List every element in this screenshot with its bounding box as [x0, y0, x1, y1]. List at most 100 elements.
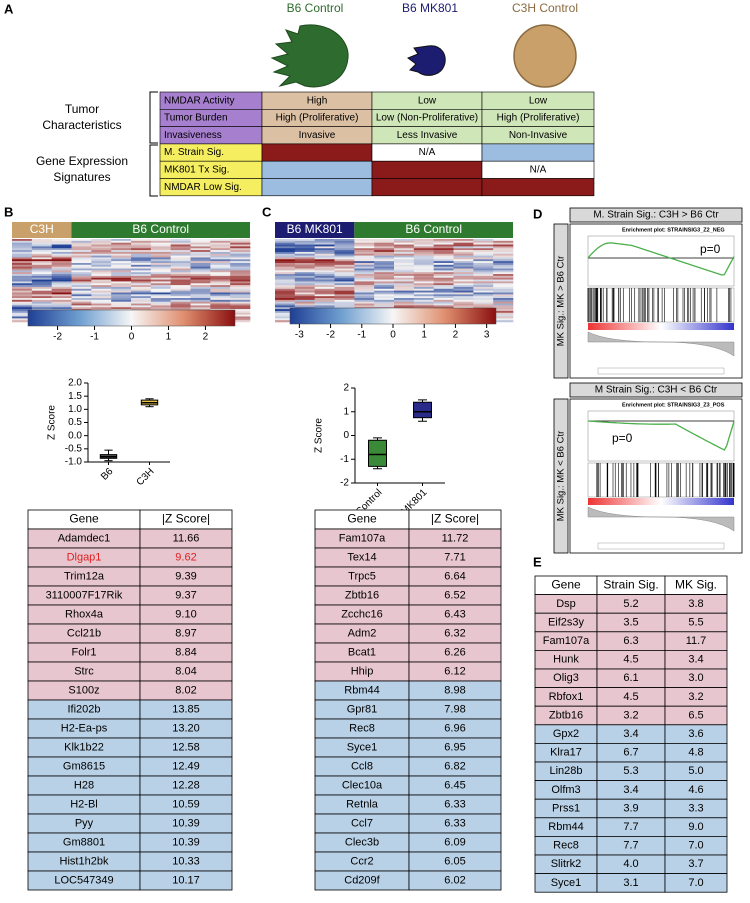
heatmap-cell — [493, 307, 514, 310]
heatmap-cell — [170, 251, 191, 255]
heatmap-cell — [71, 294, 92, 297]
heatmap-cell — [354, 250, 375, 253]
heatmap-cell — [294, 246, 315, 249]
heatmap-cell — [210, 286, 231, 290]
heatmap-cell — [294, 259, 315, 262]
heatmap-cell — [334, 262, 355, 266]
heatmap-cell — [275, 299, 296, 303]
heatmap-cell — [31, 264, 52, 267]
heatmap-cell — [354, 253, 375, 256]
colorbar-tick-label: -1 — [90, 332, 99, 343]
cell-text: 6.64 — [444, 570, 465, 582]
cell — [481, 143, 595, 162]
heatmap-cell — [131, 294, 152, 297]
heatmap-cell — [71, 250, 92, 253]
heatmap-cell — [12, 296, 33, 299]
cell-text: Fam107a — [543, 635, 590, 647]
cell-text: Gm8801 — [63, 836, 105, 848]
enrichment-curve — [587, 242, 735, 276]
heatmap-cell — [150, 253, 171, 256]
heatmap-cell — [413, 257, 434, 260]
heatmap-cell — [150, 251, 171, 255]
heatmap-cell — [131, 261, 152, 264]
group-bar — [354, 222, 513, 238]
heatmap-cell — [294, 253, 315, 256]
colorbar-tick-label: -3 — [295, 330, 304, 341]
heatmap-cell — [150, 239, 171, 242]
heatmap-cell — [294, 275, 315, 279]
panel-label: C — [262, 204, 272, 219]
heatmap-cell — [31, 288, 52, 291]
heatmap-cell — [374, 274, 395, 277]
heatmap-cell — [230, 239, 251, 242]
heatmap-cell — [374, 266, 395, 269]
heatmap-cell — [413, 242, 434, 245]
gsea-side-label: MK Sig.: MK > B6 Ctr — [556, 256, 567, 347]
cell-text: 3.2 — [623, 709, 638, 721]
cell-text: 11.66 — [173, 532, 200, 544]
heatmap-cell — [12, 275, 33, 279]
heatmap-cell — [190, 250, 211, 253]
heatmap-cell — [150, 266, 171, 269]
cell-text: Ifi202b — [67, 703, 100, 715]
heatmap-cell — [354, 294, 375, 297]
heatmap-cell — [314, 240, 335, 243]
heatmap-cell — [314, 290, 335, 293]
group-label: Tumor Characteristics — [42, 102, 121, 132]
heatmap-cell — [170, 303, 191, 306]
cell-text: Invasive — [299, 130, 336, 141]
heatmap-cell — [314, 246, 335, 249]
cell-text: 7.7 — [623, 840, 638, 852]
heatmap-cell — [334, 251, 355, 255]
cell-text: S100z — [68, 684, 99, 696]
heatmap-cell — [31, 272, 52, 275]
heatmap-cell — [51, 285, 72, 288]
heatmap-cell — [294, 299, 315, 303]
heatmap-cell — [334, 248, 355, 251]
cell-text: 3.4 — [623, 784, 638, 796]
heatmap-cell — [150, 279, 171, 282]
heatmap-cell — [374, 294, 395, 297]
bracket — [149, 144, 158, 197]
heatmap-cell — [275, 266, 296, 269]
heatmap-cell — [314, 270, 335, 273]
heatmap-cell — [314, 242, 335, 245]
heatmap-cell — [51, 281, 72, 284]
heatmap-cell — [394, 259, 415, 262]
heatmap-cell — [394, 266, 415, 269]
cell-text: Pyy — [75, 817, 94, 829]
heatmap-cell — [210, 248, 231, 251]
heatmap-cell — [453, 251, 474, 255]
heatmap-cell — [170, 248, 191, 251]
heatmap-cell — [12, 268, 33, 271]
cell-text: 5.3 — [623, 765, 638, 777]
heatmap-cell — [275, 292, 296, 295]
heatmap-cell — [354, 292, 375, 295]
heatmap-cell — [230, 288, 251, 291]
group-label: Gene Expression Signatures — [36, 154, 128, 184]
heatmap-cell — [230, 305, 251, 308]
heatmap-cell — [334, 290, 355, 293]
heatmap-cell — [111, 240, 132, 243]
heatmap-cell — [51, 261, 72, 264]
heatmap-cell — [493, 281, 514, 284]
heatmap-cell — [334, 239, 355, 242]
heatmap-cell — [413, 290, 434, 293]
heatmap-cell — [334, 246, 355, 249]
heatmap-cell — [314, 288, 335, 291]
cell-text: Fam107a — [339, 532, 386, 544]
heatmap-cell — [275, 259, 296, 262]
heatmap-cell — [230, 290, 251, 293]
heatmap-cell — [12, 277, 33, 280]
heatmap-cell — [473, 248, 494, 251]
heatmap-cell — [374, 272, 395, 275]
heatmap-cell — [294, 303, 315, 306]
cell-text: 3.0 — [688, 672, 703, 684]
heatmap-cell — [433, 251, 454, 255]
cell-text: Retnla — [346, 798, 379, 810]
rank-bar — [588, 323, 734, 330]
heatmap-cell — [433, 253, 454, 256]
cell-text: Dsp — [556, 598, 576, 610]
cell-text: 13.20 — [172, 722, 200, 734]
group-bar — [12, 222, 72, 238]
